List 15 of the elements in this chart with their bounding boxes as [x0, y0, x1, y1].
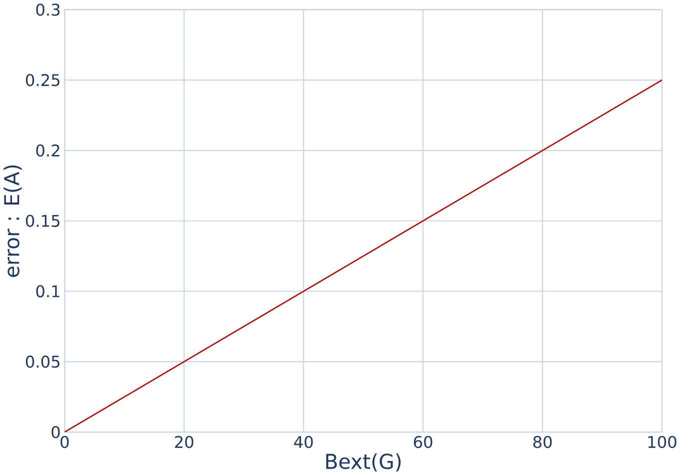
x-tick-label: 100	[648, 436, 676, 448]
x-axis-title: Bext(G)	[326, 453, 401, 472]
y-tick-label: 0.25	[26, 74, 60, 86]
x-tick-label: 0	[60, 436, 69, 448]
x-tick-label: 60	[414, 436, 432, 448]
y-tick-label: 0.05	[26, 356, 60, 368]
y-tick-label: 0.1	[36, 285, 60, 298]
y-tick-label: 0.15	[26, 214, 60, 227]
y-tick-label: 0	[52, 426, 60, 438]
y-axis-title: error : E(A)	[4, 165, 22, 277]
x-tick-label: 20	[175, 436, 194, 448]
y-tick-label: 0.2	[36, 144, 60, 157]
y-tick-label: 0.3	[36, 4, 60, 16]
x-tick-label: 40	[294, 436, 313, 448]
x-tick-label: 80	[533, 436, 552, 448]
